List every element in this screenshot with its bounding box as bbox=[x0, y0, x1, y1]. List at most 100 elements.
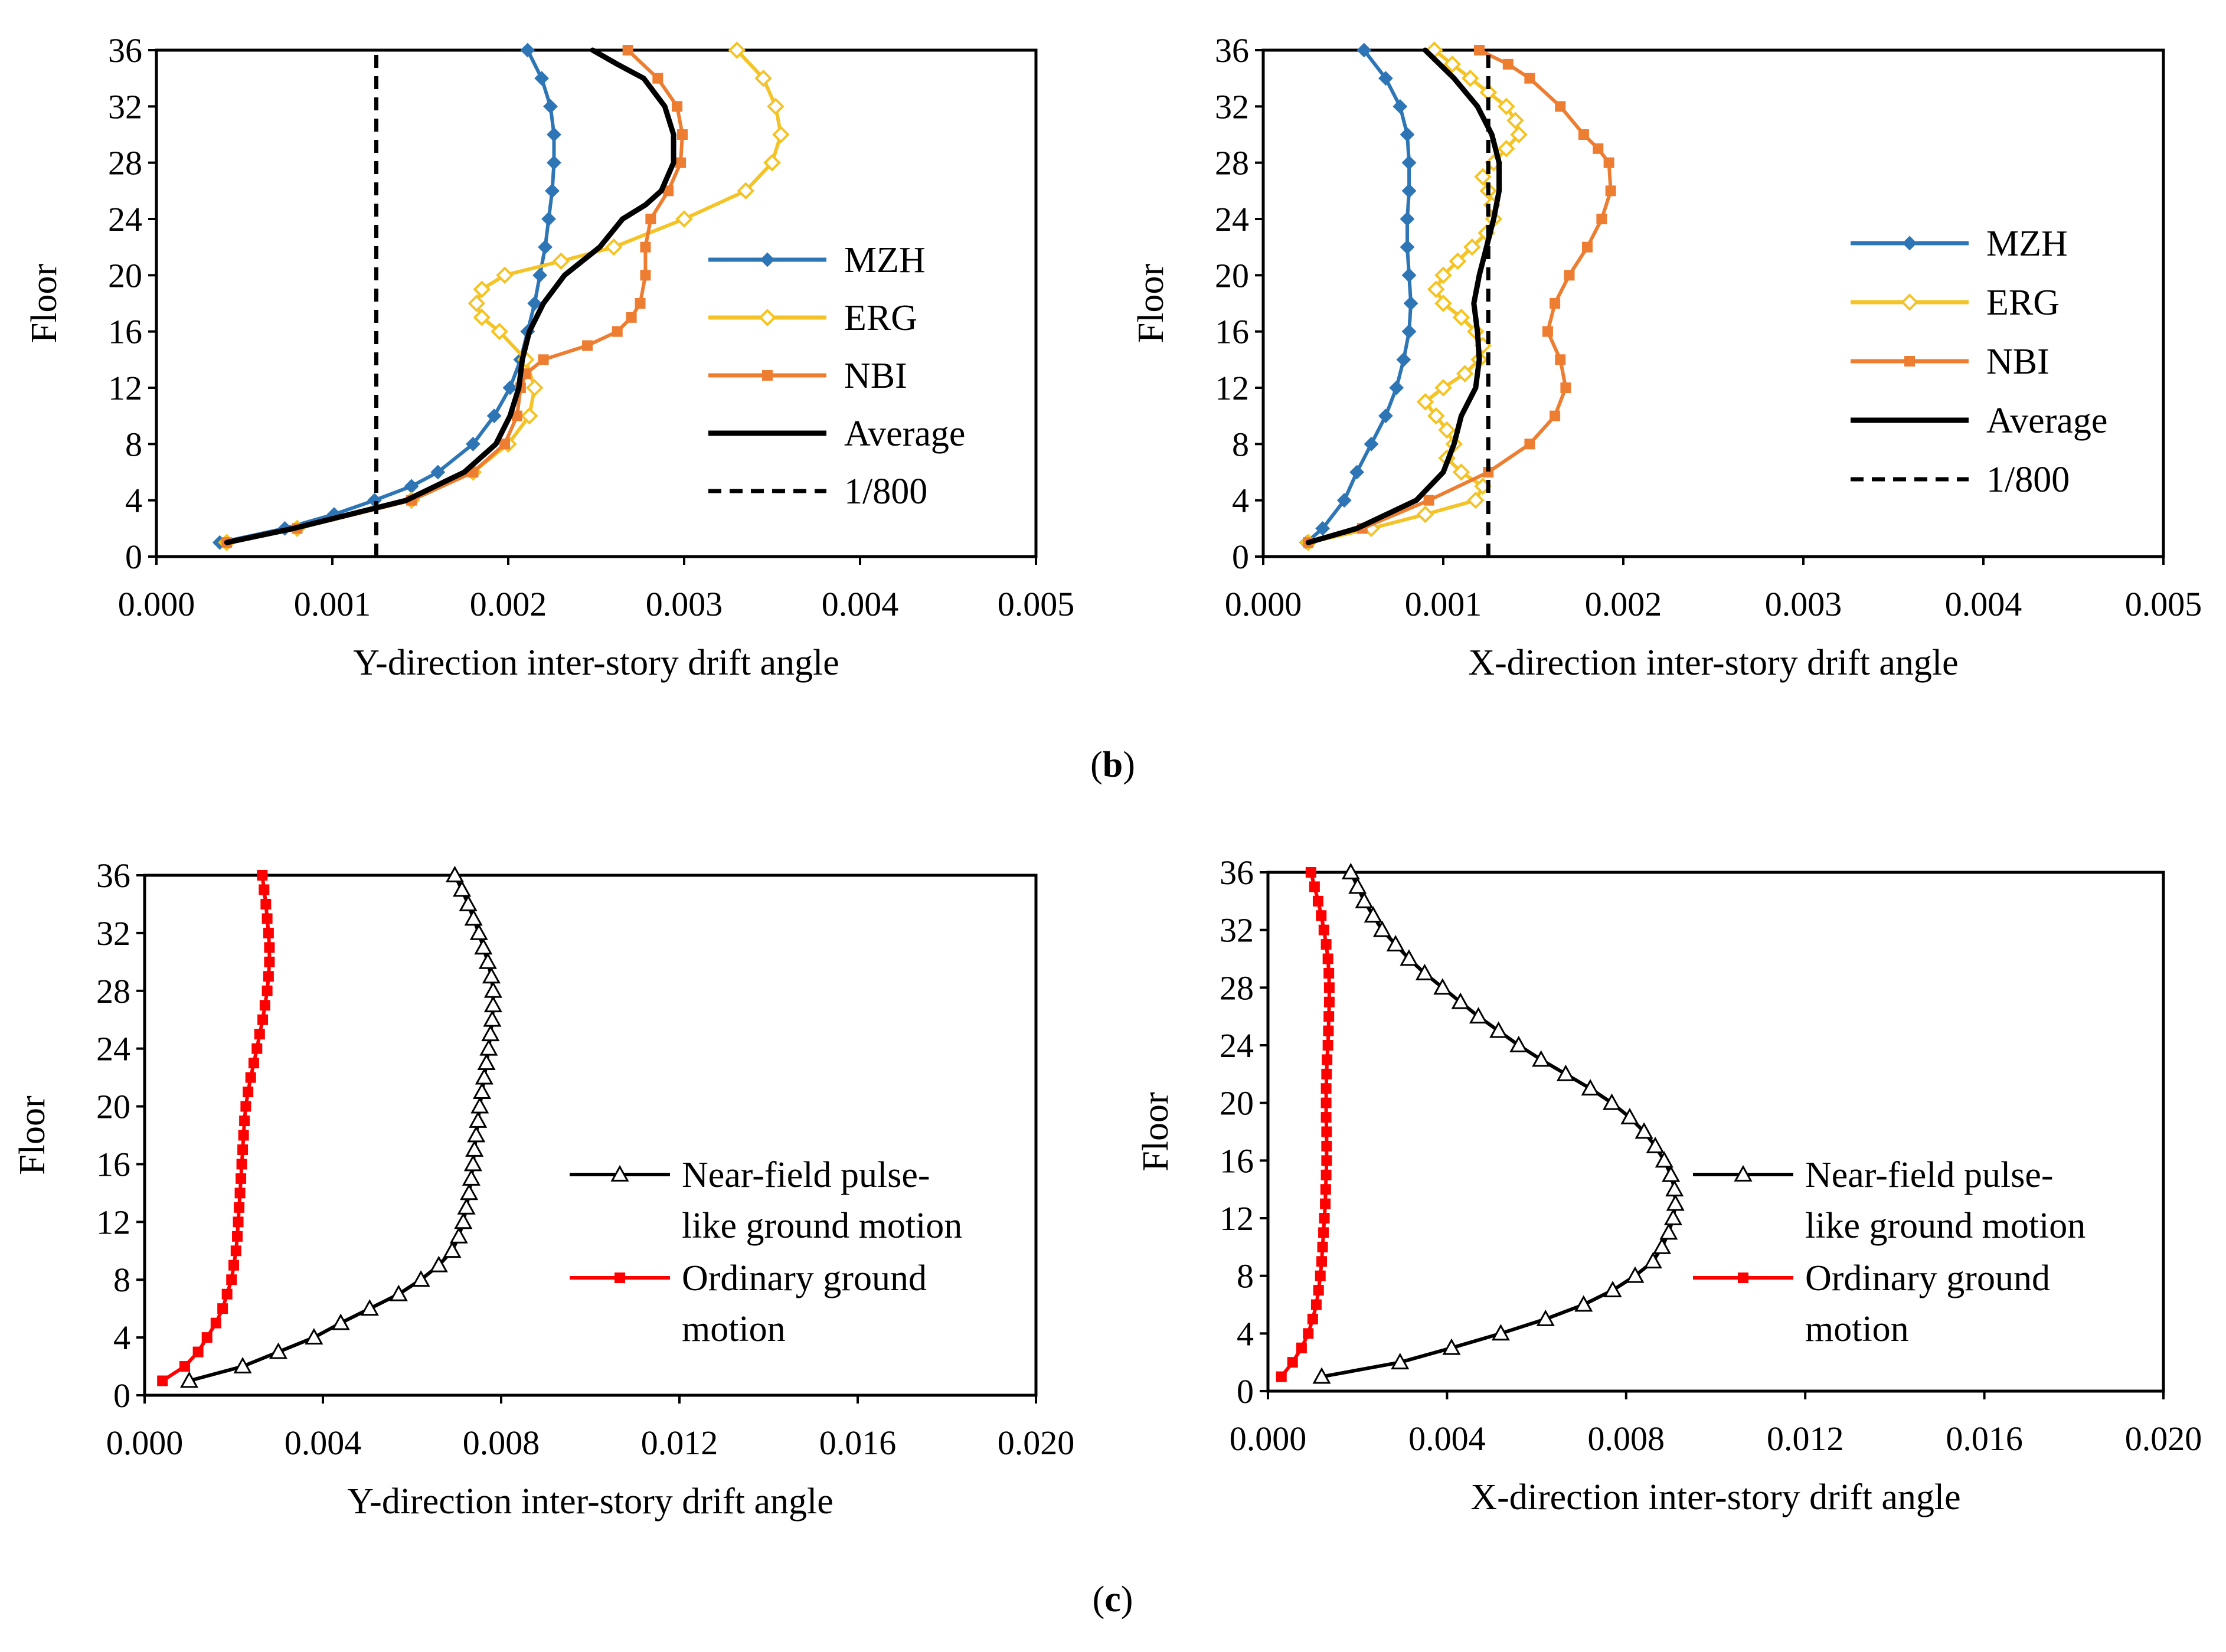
series-ordinary-ground-motion-point-33 bbox=[260, 898, 272, 910]
legend-label-near-field: like ground motion bbox=[682, 1206, 962, 1246]
legend-label-average: Average bbox=[844, 414, 965, 454]
series-erg-point-6 bbox=[525, 379, 544, 397]
series-near-field-pulse-like-ground-motion-point-12 bbox=[1666, 1194, 1685, 1211]
series-near-field-pulse-like-ground-motion-point-4 bbox=[331, 1313, 350, 1330]
series-near-field-pulse-like-ground-motion-point-1 bbox=[1391, 1353, 1410, 1370]
series-ordinary-ground-motion-point-29 bbox=[264, 956, 275, 967]
series-ordinary-ground-motion-point-15 bbox=[1321, 1155, 1332, 1166]
series-ordinary-ground-motion-point-2 bbox=[192, 1346, 204, 1357]
legend-label-near-field: Near-field pulse- bbox=[682, 1155, 930, 1195]
series-erg-point-12 bbox=[496, 266, 514, 284]
series-nbi-point-20 bbox=[652, 73, 663, 84]
series-nbi-point-11 bbox=[626, 312, 637, 323]
series-ordinary-ground-motion-point-5 bbox=[1310, 1299, 1322, 1310]
x-tick-label: 0.016 bbox=[1946, 1419, 2023, 1458]
series-ordinary-ground-motion-point-26 bbox=[259, 1000, 270, 1011]
series-line-near-field-pulse-like-ground-motion bbox=[1320, 871, 1678, 1379]
series-near-field-pulse-like-ground-motion-point-17 bbox=[467, 1126, 486, 1143]
y-tick-label: 12 bbox=[1220, 1199, 1254, 1238]
series-ordinary-ground-motion-point-23 bbox=[251, 1043, 263, 1054]
x-tick-label: 0.020 bbox=[2125, 1419, 2202, 1458]
legend-label-near-field: Near-field pulse- bbox=[1805, 1155, 2054, 1195]
series-nbi-point-11 bbox=[1582, 241, 1593, 253]
series-ordinary-ground-motion-point-8 bbox=[1316, 1256, 1328, 1267]
y-axis-label: Floor bbox=[12, 1095, 53, 1175]
series-ordinary-ground-motion-point-20 bbox=[1320, 1083, 1332, 1094]
legend-marker-mzh-point-0 bbox=[1902, 235, 1917, 251]
series-line-mzh bbox=[218, 48, 556, 545]
series-near-field-pulse-like-ground-motion-point-22 bbox=[1532, 1050, 1551, 1067]
series-ordinary-ground-motion-point-19 bbox=[1320, 1097, 1332, 1108]
series-group bbox=[157, 865, 502, 1388]
x-tick-label: 0.000 bbox=[106, 1424, 184, 1462]
series-nbi-point-19 bbox=[1502, 58, 1514, 70]
series-erg-point-29 bbox=[1510, 126, 1528, 143]
series-erg-point-18 bbox=[1427, 280, 1445, 298]
caption-c: (c) bbox=[1093, 1579, 1133, 1620]
plot-frame bbox=[1266, 871, 2165, 1393]
chart-c-left: 0 4 8 12 16 20 24 28 32 36 0.000 0.004 0.008 0.012 0.0… bbox=[12, 856, 1074, 1522]
legend-label-1-800: 1/800 bbox=[1986, 460, 2070, 500]
y-tick-label: 32 bbox=[1215, 87, 1249, 126]
y-tick-label: 12 bbox=[96, 1203, 130, 1241]
series-ordinary-ground-motion-point-34 bbox=[259, 884, 270, 895]
series-ordinary-ground-motion-point-8 bbox=[228, 1260, 239, 1271]
series-mzh-point-5 bbox=[430, 464, 446, 480]
series-ordinary-ground-motion-point-24 bbox=[254, 1029, 265, 1040]
x-tick-label: 0.008 bbox=[1588, 1419, 1665, 1458]
series-near-field-pulse-like-ground-motion-point-9 bbox=[1652, 1237, 1672, 1254]
series-near-field-pulse-like-ground-motion-point-16 bbox=[465, 1140, 484, 1157]
series-near-field-pulse-like-ground-motion-point-4 bbox=[1536, 1309, 1555, 1326]
series-erg-point-34 bbox=[1443, 55, 1462, 73]
y-tick-label: 8 bbox=[125, 425, 142, 463]
series-nbi-point-9 bbox=[582, 340, 593, 351]
y-axis-label: Floor bbox=[1131, 263, 1171, 343]
x-tick-label: 0.000 bbox=[118, 585, 195, 623]
series-ordinary-ground-motion-point-23 bbox=[1322, 1040, 1333, 1051]
x-axis-label: X-direction inter-story drift angle bbox=[1468, 643, 1958, 683]
series-mzh-point-4 bbox=[1364, 436, 1379, 452]
plot-frame bbox=[1261, 48, 2165, 558]
legend-label-nbi: NBI bbox=[844, 356, 907, 396]
series-ordinary-ground-motion-point-32 bbox=[262, 913, 273, 924]
x-tick-label: 0.002 bbox=[470, 585, 547, 623]
legend-label-mzh: MZH bbox=[844, 240, 926, 280]
y-tick-label: 8 bbox=[1232, 425, 1249, 463]
series-ordinary-ground-motion-point-7 bbox=[226, 1274, 237, 1285]
series-ordinary-ground-motion-point-25 bbox=[1323, 1011, 1335, 1022]
series-ordinary-ground-motion-point-26 bbox=[1323, 996, 1335, 1007]
series-nbi-point-3 bbox=[1483, 467, 1494, 477]
legend-marker-near-field-point-0 bbox=[1734, 1164, 1753, 1182]
x-tick-label: 0.004 bbox=[1408, 1419, 1486, 1458]
series-near-field-pulse-like-ground-motion-point-6 bbox=[389, 1284, 408, 1301]
series-near-field-pulse-like-ground-motion-point-33 bbox=[459, 894, 478, 911]
series-mzh-point-17 bbox=[1378, 71, 1393, 86]
x-tick-label: 0.016 bbox=[819, 1424, 897, 1462]
series-nbi-point-14 bbox=[1603, 157, 1614, 168]
series-near-field-pulse-like-ground-motion-point-27 bbox=[483, 981, 502, 998]
series-mzh-point-7 bbox=[486, 408, 502, 424]
series-ordinary-ground-motion-point-32 bbox=[1316, 910, 1327, 921]
y-tick-label: 8 bbox=[113, 1261, 130, 1299]
series-ordinary-ground-motion-point-3 bbox=[201, 1332, 213, 1343]
series-mzh-point-14 bbox=[541, 211, 556, 227]
series-erg-point-33 bbox=[1461, 69, 1479, 87]
series-nbi-point-6 bbox=[1560, 382, 1571, 393]
y-axis-label: Floor bbox=[1136, 1092, 1176, 1172]
series-ordinary-ground-motion-point-20 bbox=[243, 1087, 254, 1098]
series-near-field-pulse-like-ground-motion-point-1 bbox=[233, 1356, 252, 1373]
series-group bbox=[212, 41, 790, 557]
series-group bbox=[1276, 862, 1685, 1384]
x-tick-label: 0.000 bbox=[1230, 1419, 1307, 1458]
y-tick-label: 12 bbox=[108, 369, 142, 407]
y-tick-label: 28 bbox=[1215, 144, 1249, 182]
y-tick-label: 24 bbox=[1220, 1026, 1254, 1065]
series-mzh-point-16 bbox=[547, 155, 561, 171]
series-ordinary-ground-motion-point-9 bbox=[230, 1245, 241, 1257]
series-erg-point-28 bbox=[1497, 140, 1515, 158]
series-near-field-pulse-like-ground-motion-point-11 bbox=[454, 1212, 473, 1229]
x-tick-label: 0.012 bbox=[641, 1424, 718, 1462]
series-near-field-pulse-like-ground-motion-point-2 bbox=[1442, 1338, 1461, 1355]
x-tick-label: 0.008 bbox=[463, 1424, 540, 1462]
series-ordinary-ground-motion-point-18 bbox=[1320, 1112, 1332, 1123]
